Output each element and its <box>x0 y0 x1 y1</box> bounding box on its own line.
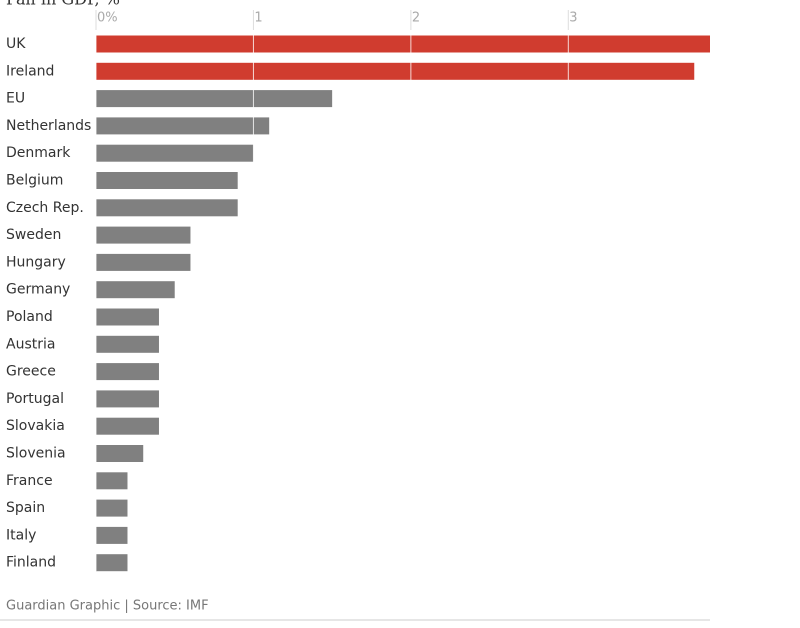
bar <box>96 554 128 572</box>
bar <box>96 172 238 189</box>
x-tick-label: 0% <box>97 11 118 26</box>
bar <box>96 281 175 299</box>
y-tick-label: Czech Rep. <box>6 200 84 216</box>
bar <box>96 390 159 408</box>
bar <box>96 526 128 544</box>
bar <box>96 417 159 435</box>
bar <box>96 253 191 271</box>
bar <box>96 35 710 53</box>
bar <box>96 499 128 517</box>
bar <box>96 445 144 462</box>
bar <box>96 335 159 353</box>
y-tick-label: UK <box>6 36 26 52</box>
x-tick-label: 1 <box>254 11 262 26</box>
bar <box>96 62 695 80</box>
y-tick-label: EU <box>6 91 25 107</box>
y-tick-label: Slovakia <box>6 418 65 434</box>
y-tick-label: Denmark <box>6 145 71 161</box>
y-tick-label: Poland <box>6 309 53 325</box>
bar <box>96 199 238 217</box>
bar <box>96 363 159 381</box>
bar <box>96 90 333 108</box>
bar <box>96 144 254 162</box>
y-tick-label: Netherlands <box>6 118 91 134</box>
y-tick-label: Slovenia <box>6 446 66 462</box>
y-tick-label: Ireland <box>6 63 54 79</box>
y-tick-label: Belgium <box>6 173 63 189</box>
y-tick-label: Finland <box>6 555 56 571</box>
y-tick-label: Greece <box>6 364 56 380</box>
y-tick-label: Austria <box>6 336 55 352</box>
y-tick-label: Hungary <box>6 254 66 270</box>
bar <box>96 226 191 244</box>
y-tick-label: Germany <box>6 282 70 298</box>
y-tick-label: Portugal <box>6 391 64 407</box>
y-tick-label: France <box>6 473 53 489</box>
y-tick-label: Spain <box>6 500 45 516</box>
source: Guardian Graphic | Source: IMF <box>6 599 209 614</box>
chart-title: Fall in GDP, % <box>6 0 120 9</box>
x-tick-label: 2 <box>412 11 420 26</box>
x-tick-label: 3 <box>569 11 577 26</box>
bar <box>96 308 159 326</box>
y-tick-label: Sweden <box>6 227 61 243</box>
y-tick-label: Italy <box>6 527 36 543</box>
bar <box>96 117 270 135</box>
bar <box>96 472 128 490</box>
